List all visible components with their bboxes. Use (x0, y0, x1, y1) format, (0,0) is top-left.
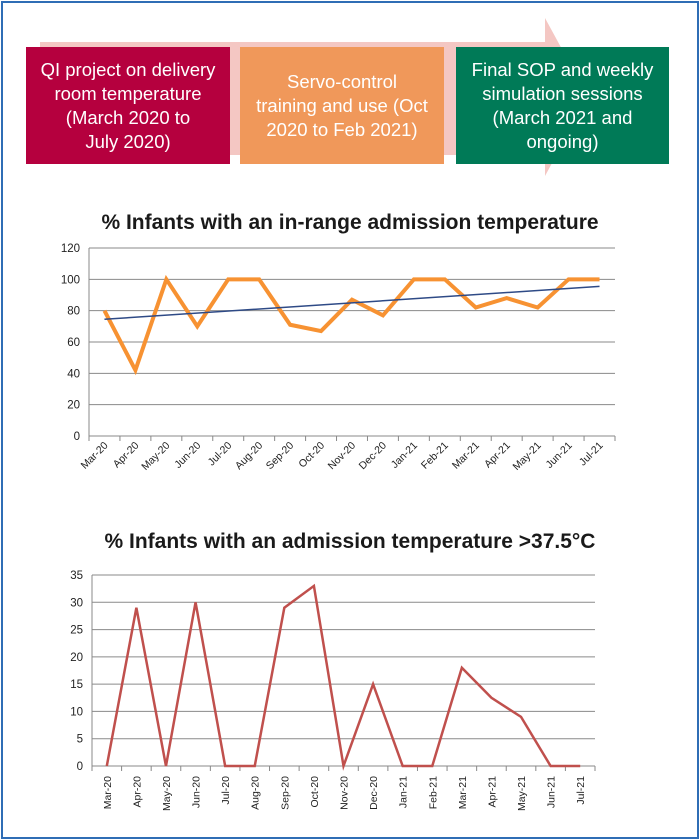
x-tick-label: Jul-20 (220, 776, 232, 805)
x-tick-label: Feb-21 (427, 776, 439, 809)
x-tick-label: Apr-20 (131, 776, 143, 808)
y-tick-label: 35 (70, 570, 83, 582)
x-tick-label: Nov-20 (326, 440, 359, 473)
x-tick-label: Mar-21 (457, 776, 469, 809)
y-tick-label: 120 (61, 243, 80, 255)
x-tick-label: Aug-20 (233, 440, 266, 473)
timeline-banner: QI project on delivery room temperature … (0, 0, 700, 200)
x-tick-label: Aug-20 (250, 776, 262, 810)
y-tick-label: 100 (61, 274, 80, 286)
x-tick-label: Apr-21 (482, 440, 513, 471)
y-tick-label: 25 (70, 625, 83, 637)
phase-servo-control-label: Servo-control training and use (Oct 2020… (256, 70, 428, 140)
y-tick-label: 80 (67, 306, 80, 318)
x-tick-label: Sep-20 (279, 776, 291, 810)
y-tick-label: 60 (67, 337, 80, 349)
phase-servo-control: Servo-control training and use (Oct 2020… (240, 47, 444, 164)
x-tick-label: Apr-20 (111, 440, 142, 471)
chart-2-title: % Infants with an admission temperature … (104, 530, 596, 553)
y-tick-label: 5 (77, 734, 83, 746)
chart-1-title: % Infants with an in-range admission tem… (101, 211, 599, 234)
phase-final-sop-label: Final SOP and weekly simulation sessions… (471, 58, 654, 152)
trendline (104, 285, 600, 321)
x-tick-label: Mar-20 (79, 440, 111, 472)
y-tick-label: 15 (70, 679, 83, 691)
x-tick-label: Dec-20 (357, 440, 390, 473)
x-tick-label: May-20 (161, 776, 173, 811)
y-tick-label: 40 (67, 368, 80, 380)
x-tick-label: Jul-21 (577, 440, 606, 469)
x-tick-label: Jul-21 (575, 776, 587, 805)
x-tick-label: Oct-20 (309, 776, 321, 808)
x-tick-label: Jun-20 (191, 776, 203, 808)
y-tick-label: 10 (70, 706, 83, 718)
x-tick-label: Mar-21 (450, 440, 482, 472)
y-tick-label: 30 (70, 597, 83, 609)
x-tick-label: May-20 (139, 440, 172, 473)
phase-final-sop: Final SOP and weekly simulation sessions… (456, 47, 669, 164)
phase-qi-project-label: QI project on delivery room temperature … (40, 58, 216, 152)
x-tick-label: Sep-20 (264, 440, 297, 473)
x-tick-label: Dec-20 (368, 776, 380, 810)
x-tick-label: May-21 (516, 776, 528, 811)
x-tick-label: Oct-20 (296, 440, 327, 471)
y-tick-label: 0 (77, 761, 83, 773)
x-tick-label: Jun-21 (546, 776, 558, 808)
x-tick-label: Mar-20 (102, 776, 114, 809)
x-tick-label: Feb-21 (419, 440, 451, 472)
phase-qi-project: QI project on delivery room temperature … (26, 47, 230, 164)
x-tick-label: Apr-21 (486, 776, 498, 808)
x-tick-label: Nov-20 (339, 776, 351, 810)
x-tick-label: Jun-20 (172, 440, 203, 471)
x-tick-label: Jan-21 (398, 776, 410, 808)
y-tick-label: 0 (74, 431, 80, 443)
y-tick-label: 20 (67, 400, 80, 412)
x-tick-label: May-21 (511, 440, 544, 473)
x-tick-label: Jan-21 (389, 440, 420, 471)
y-tick-label: 20 (70, 652, 83, 664)
x-tick-label: Jul-20 (206, 440, 235, 469)
chart-high-temperature: 0 5 10 15 20 25 30 35 Mar-20 Apr-20 May-20 Jun-20 Ju… (70, 570, 596, 811)
x-tick-label: Jun-21 (544, 440, 575, 471)
series-line (102, 274, 600, 376)
